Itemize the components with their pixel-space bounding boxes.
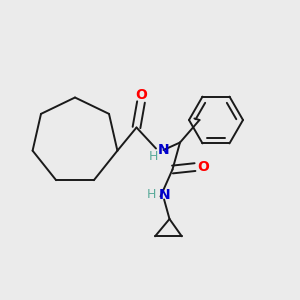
Text: N: N [158, 188, 170, 202]
Text: N: N [158, 143, 169, 157]
Text: H: H [148, 149, 158, 163]
Text: O: O [135, 88, 147, 101]
Text: O: O [197, 160, 209, 174]
Text: H: H [147, 188, 156, 202]
